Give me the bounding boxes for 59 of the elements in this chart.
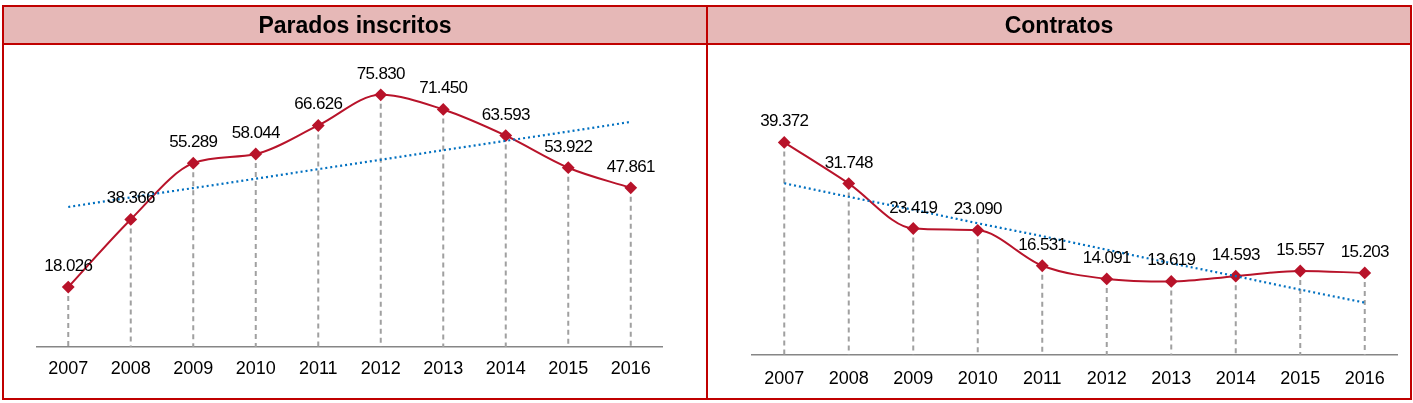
x-tick-label: 2008	[110, 357, 151, 378]
data-label: 15.203	[1340, 241, 1389, 261]
x-tick-label: 2009	[893, 367, 934, 388]
point	[1036, 259, 1049, 272]
point	[842, 177, 855, 190]
x-tick-label: 2012	[1086, 367, 1127, 388]
point	[249, 148, 262, 160]
point	[374, 88, 387, 101]
data-label: 13.619	[1147, 250, 1196, 270]
x-tick-label: 2015	[548, 357, 589, 378]
x-tick-label: 2014	[1215, 367, 1256, 388]
x-tick-label: 2013	[1151, 367, 1192, 388]
point	[562, 161, 575, 174]
data-label: 14.091	[1082, 247, 1131, 267]
x-tick-label: 2016	[1344, 367, 1385, 388]
data-label: 66.626	[294, 94, 343, 114]
point	[124, 213, 137, 226]
data-label: 23.090	[953, 199, 1002, 219]
point	[1358, 266, 1371, 279]
point	[499, 129, 512, 142]
data-label: 39.372	[760, 111, 809, 131]
x-tick-label: 2008	[828, 367, 869, 388]
point	[1294, 264, 1307, 277]
x-tick-label: 2009	[173, 357, 214, 378]
x-tick-label: 2014	[485, 357, 526, 378]
x-tick-label: 2011	[1022, 367, 1062, 388]
chart-title: Contratos	[1004, 11, 1114, 39]
point	[907, 222, 920, 235]
x-tick-label: 2016	[610, 357, 651, 378]
data-label: 55.289	[169, 132, 218, 152]
x-tick-label: 2010	[235, 357, 276, 378]
point	[437, 103, 450, 116]
point	[187, 157, 200, 170]
point	[1100, 272, 1113, 285]
x-tick-label: 2013	[423, 357, 464, 378]
data-label: 53.922	[544, 136, 593, 156]
point	[312, 119, 325, 132]
data-label: 14.593	[1211, 245, 1260, 265]
x-tick-label: 2010	[957, 367, 998, 388]
point	[971, 224, 984, 237]
x-tick-label: 2015	[1280, 367, 1321, 388]
data-label: 23.419	[889, 197, 938, 217]
x-tick-label: 2007	[48, 357, 89, 378]
chart-title: Parados inscritos	[258, 11, 452, 39]
data-label: 75.830	[356, 63, 405, 83]
data-label: 16.531	[1018, 234, 1067, 254]
point	[62, 281, 75, 294]
x-tick-label: 2011	[298, 357, 338, 378]
data-label: 63.593	[481, 104, 530, 124]
x-tick-label: 2007	[764, 367, 805, 388]
x-tick-label: 2012	[360, 357, 401, 378]
point	[778, 136, 791, 149]
data-label: 58.044	[231, 123, 280, 142]
data-label: 15.557	[1276, 239, 1325, 259]
data-label: 47.861	[606, 156, 655, 176]
data-label: 31.748	[824, 152, 873, 172]
point	[624, 181, 637, 194]
data-label: 71.450	[419, 78, 468, 98]
point	[1165, 275, 1178, 288]
